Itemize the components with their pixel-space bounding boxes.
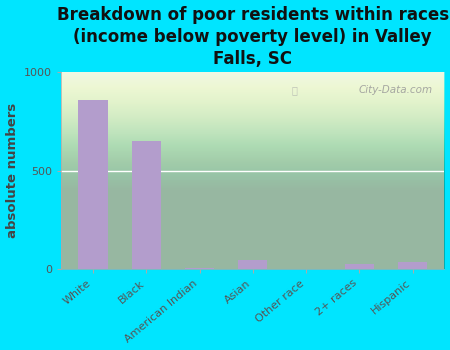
- Bar: [345, 264, 374, 269]
- Title: Breakdown of poor residents within races
(income below poverty level) in Valley
: Breakdown of poor residents within races…: [57, 6, 449, 68]
- Bar: [185, 268, 214, 269]
- Bar: [132, 141, 161, 269]
- Bar: [78, 100, 108, 269]
- Text: 🔍: 🔍: [291, 85, 297, 95]
- Bar: [238, 260, 267, 269]
- Text: City-Data.com: City-Data.com: [359, 85, 433, 95]
- Bar: [398, 262, 427, 269]
- Y-axis label: absolute numbers: absolute numbers: [5, 103, 18, 238]
